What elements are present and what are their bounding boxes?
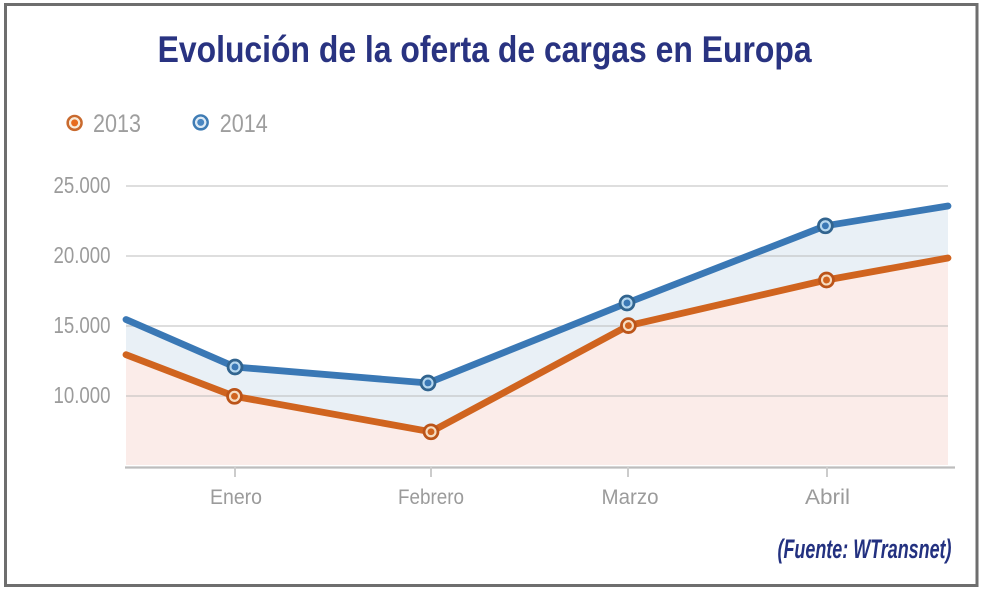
svg-text:2013: 2013 <box>93 110 141 138</box>
svg-text:15.000: 15.000 <box>54 312 111 338</box>
svg-text:Marzo: Marzo <box>602 485 659 509</box>
svg-text:(Fuente: WTransnet): (Fuente: WTransnet) <box>778 534 952 564</box>
svg-text:20.000: 20.000 <box>54 242 111 268</box>
svg-text:10.000: 10.000 <box>54 382 111 408</box>
svg-text:Febrero: Febrero <box>398 485 464 509</box>
svg-text:2014: 2014 <box>220 110 268 138</box>
svg-text:Enero: Enero <box>210 485 262 509</box>
svg-text:Abril: Abril <box>805 485 850 509</box>
svg-text:25.000: 25.000 <box>54 172 111 198</box>
svg-text:Evolución de la oferta de carg: Evolución de la oferta de cargas en Euro… <box>158 29 812 70</box>
